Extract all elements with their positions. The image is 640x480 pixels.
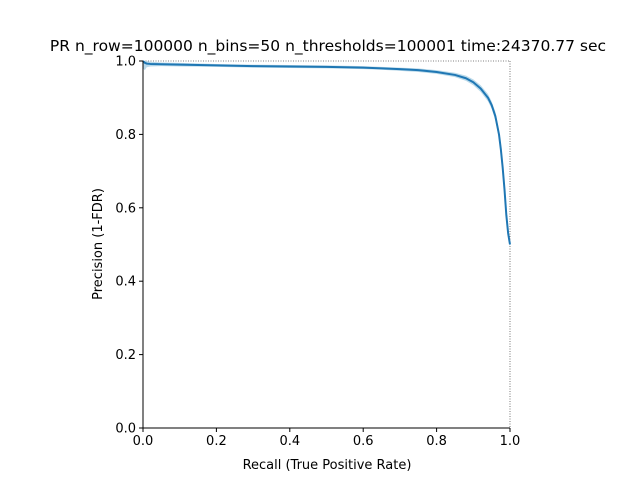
confidence-band-layer	[143, 61, 510, 247]
x-tick-label: 0.6	[353, 434, 374, 449]
x-tick-label: 1.0	[500, 434, 521, 449]
x-tick-label: 0.4	[279, 434, 300, 449]
series-line-layer	[142, 60, 511, 245]
precision-recall-line	[142, 60, 511, 245]
x-tick-label: 0.0	[133, 434, 154, 449]
reference-lines	[143, 60, 511, 428]
y-axis-ticks: 0.0 0.2 0.4 0.6 0.8 1.0	[115, 55, 143, 437]
y-tick-label: 0.6	[115, 201, 136, 216]
plot-area: 0.0 0.2 0.4 0.6 0.8 1.0 0.0 0.2 0.4 0.6 0.8 1.0	[115, 55, 520, 450]
y-tick-label: 0.2	[115, 348, 136, 363]
x-tick-label: 0.2	[206, 434, 227, 449]
y-tick-label: 1.0	[115, 55, 136, 70]
x-axis-ticks: 0.0 0.2 0.4 0.6 0.8 1.0	[133, 428, 521, 449]
x-axis-label: Recall (True Positive Rate)	[243, 458, 412, 473]
confidence-band	[143, 61, 510, 247]
x-tick-label: 0.8	[426, 434, 447, 449]
chart-title: PR n_row=100000 n_bins=50 n_thresholds=1…	[50, 37, 606, 56]
y-tick-label: 0.8	[115, 128, 136, 143]
axes	[142, 61, 510, 429]
y-axis-label: Precision (1-FDR)	[91, 188, 106, 300]
y-tick-label: 0.0	[115, 422, 136, 437]
y-tick-label: 0.4	[115, 275, 136, 290]
